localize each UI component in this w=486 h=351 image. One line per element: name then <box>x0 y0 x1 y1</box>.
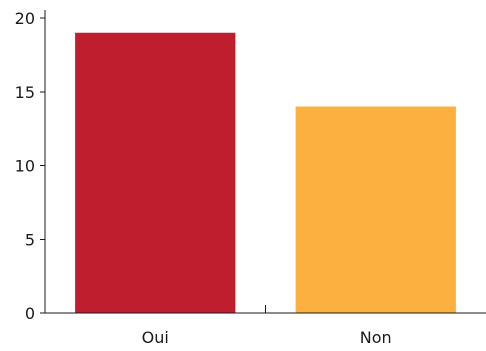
y-tick-label-5: 5 <box>25 230 35 249</box>
axes-layer <box>40 10 486 314</box>
y-tick-label-15: 15 <box>15 83 35 102</box>
bar-oui <box>75 32 236 313</box>
y-tick-label-0: 0 <box>25 304 35 323</box>
labels-layer: 0 5 10 15 20 Oui Non <box>15 9 392 347</box>
x-category-label-non: Non <box>360 328 392 347</box>
y-tick-label-10: 10 <box>15 157 35 176</box>
x-category-label-oui: Oui <box>142 328 169 347</box>
bars-layer <box>75 32 456 313</box>
bar-non <box>295 106 456 313</box>
y-tick-label-20: 20 <box>15 9 35 28</box>
